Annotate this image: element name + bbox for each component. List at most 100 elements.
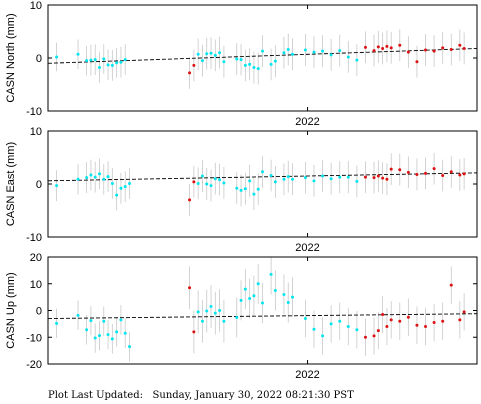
cyan-point — [119, 186, 123, 190]
cyan-point — [303, 176, 307, 180]
cyan-point — [303, 48, 307, 52]
cyan-point — [286, 48, 290, 52]
cyan-point — [261, 301, 264, 305]
cyan-point — [282, 51, 286, 55]
x-tick-label: 2022 — [295, 116, 319, 128]
cyan-point — [256, 282, 260, 286]
cyan-point — [261, 49, 264, 53]
red-point — [432, 167, 436, 171]
cyan-point — [235, 186, 239, 190]
cyan-point — [312, 50, 316, 54]
y-tick-label: 10 — [30, 0, 42, 12]
cyan-point — [355, 328, 359, 332]
cyan-point — [243, 287, 247, 291]
cyan-point — [346, 55, 350, 59]
cyan-point — [89, 173, 93, 177]
cyan-point — [252, 66, 256, 70]
cyan-point — [273, 59, 277, 63]
red-point — [462, 310, 466, 314]
red-point — [449, 283, 453, 287]
y-tick-label: -10 — [26, 332, 42, 344]
cyan-point — [252, 294, 256, 298]
cyan-point — [321, 334, 325, 338]
red-point — [372, 49, 376, 53]
cyan-point — [256, 187, 260, 191]
cyan-point — [55, 184, 59, 188]
cyan-point — [196, 310, 200, 314]
red-point — [432, 321, 436, 325]
cyan-point — [85, 59, 89, 63]
cyan-point — [97, 334, 101, 338]
cyan-point — [338, 175, 342, 179]
red-point — [441, 174, 445, 178]
footer-timestamp: Sunday, January 30, 2022 08:21:30 PST — [152, 390, 354, 401]
red-point — [432, 49, 436, 53]
cyan-point — [209, 51, 213, 55]
cyan-point — [269, 62, 273, 66]
red-point — [406, 50, 410, 54]
cyan-point — [93, 175, 97, 179]
cyan-point — [119, 60, 123, 64]
red-point — [188, 198, 192, 202]
cyan-point — [218, 309, 222, 312]
red-point — [415, 323, 419, 327]
y-axis-label: CASN North (mm) — [5, 13, 17, 102]
red-point — [449, 48, 453, 52]
red-point — [458, 173, 462, 177]
cyan-point — [76, 313, 80, 317]
x-tick-label: 2022 — [295, 369, 319, 381]
red-point — [385, 177, 389, 181]
cyan-point — [222, 181, 226, 185]
red-point — [376, 45, 380, 49]
cyan-point — [110, 63, 114, 67]
y-axis-label: CASN East (mm) — [5, 142, 17, 226]
trend-line — [47, 48, 478, 64]
red-point — [406, 315, 410, 319]
cyan-point — [222, 60, 226, 64]
y-tick-label: 0 — [36, 306, 42, 318]
cyan-point — [102, 177, 106, 181]
cyan-point — [273, 288, 277, 292]
red-point — [398, 43, 402, 47]
y-tick-label: 10 — [30, 279, 42, 291]
y-tick-label: 10 — [30, 126, 42, 138]
red-point — [441, 46, 445, 50]
cyan-point — [291, 295, 295, 299]
y-tick-label: 0 — [36, 53, 42, 65]
footer-label: Plot Last Updated: — [48, 390, 143, 401]
cyan-point — [89, 58, 93, 62]
cyan-point — [55, 55, 59, 59]
cyan-point — [106, 63, 110, 67]
cyan-point — [282, 292, 286, 296]
red-point — [192, 180, 196, 184]
cyan-point — [355, 179, 359, 183]
cyan-point — [243, 187, 247, 191]
cyan-point — [106, 333, 110, 337]
cyan-point — [115, 330, 119, 334]
red-point — [381, 176, 385, 180]
cyan-point — [209, 304, 213, 308]
cyan-point — [329, 177, 333, 181]
red-point — [458, 43, 462, 47]
cyan-point — [329, 53, 333, 57]
cyan-point — [252, 192, 256, 196]
cyan-point — [261, 170, 264, 174]
cyan-point — [128, 181, 132, 185]
red-point — [389, 318, 393, 322]
cyan-point — [205, 52, 209, 56]
red-point — [424, 325, 428, 329]
cyan-point — [123, 185, 127, 189]
cyan-point — [218, 51, 222, 55]
red-point — [192, 63, 196, 67]
cyan-point — [97, 172, 101, 176]
trend-line — [47, 172, 478, 182]
red-point — [376, 174, 380, 178]
y-axis-label: CASN Up (mm) — [5, 272, 17, 348]
cyan-point — [128, 345, 132, 349]
red-point — [462, 172, 466, 176]
cyan-point — [273, 180, 277, 184]
red-point — [385, 44, 389, 48]
red-point — [192, 330, 196, 334]
cyan-point — [321, 174, 325, 178]
cyan-point — [55, 321, 59, 325]
